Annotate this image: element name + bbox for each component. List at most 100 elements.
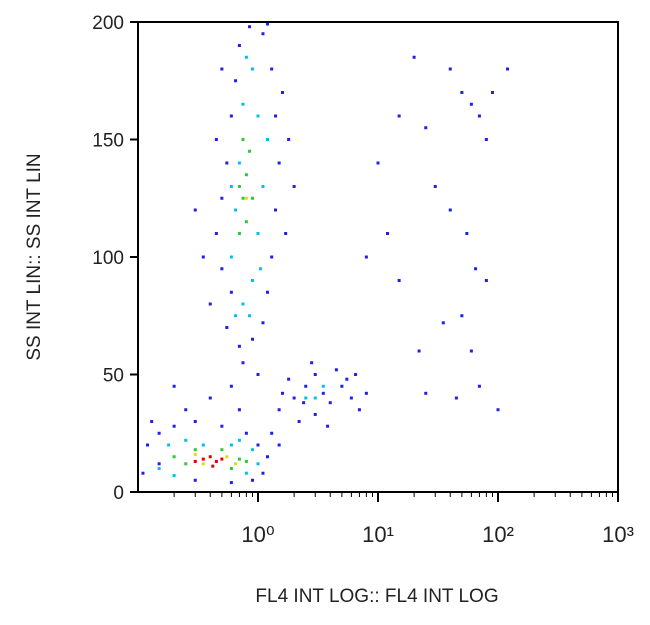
point xyxy=(193,478,197,482)
point xyxy=(454,396,458,400)
point xyxy=(287,377,291,381)
point xyxy=(251,448,255,452)
point xyxy=(237,408,241,412)
point xyxy=(412,55,416,59)
point xyxy=(251,279,255,282)
point xyxy=(214,138,218,141)
point xyxy=(251,196,255,200)
point xyxy=(172,424,176,428)
point xyxy=(417,349,421,353)
point xyxy=(270,431,274,435)
point xyxy=(184,462,188,466)
x-tick-label: 10³ xyxy=(602,522,634,547)
point xyxy=(220,424,224,428)
point xyxy=(208,455,212,459)
point xyxy=(364,391,368,395)
point xyxy=(397,279,401,282)
point xyxy=(491,91,495,94)
point xyxy=(433,185,437,188)
point xyxy=(477,384,481,388)
point xyxy=(225,455,229,459)
point xyxy=(241,196,245,200)
point xyxy=(284,232,288,235)
point xyxy=(201,443,205,447)
x-tick-label: 10¹ xyxy=(362,522,394,547)
point xyxy=(172,474,176,478)
point xyxy=(157,431,161,435)
plot-frame xyxy=(137,21,619,493)
point xyxy=(193,420,197,423)
point xyxy=(266,22,270,26)
point xyxy=(386,232,390,235)
point xyxy=(150,420,154,423)
point xyxy=(193,448,197,452)
point xyxy=(277,443,281,447)
point xyxy=(234,462,238,466)
point xyxy=(302,401,306,405)
point xyxy=(321,384,325,388)
point xyxy=(484,138,488,141)
point xyxy=(292,396,296,400)
point xyxy=(214,459,218,463)
point xyxy=(225,326,229,329)
point xyxy=(326,424,330,428)
point xyxy=(229,255,233,259)
y-tick-label: 200 xyxy=(92,13,124,34)
point xyxy=(229,481,233,485)
point xyxy=(244,459,248,463)
point xyxy=(229,290,233,294)
point xyxy=(345,377,349,381)
point xyxy=(172,384,176,388)
point xyxy=(256,373,260,376)
point xyxy=(241,102,245,106)
y-tick-label: 100 xyxy=(92,248,124,269)
point xyxy=(277,161,281,165)
point xyxy=(424,126,428,130)
point xyxy=(280,91,284,94)
point xyxy=(256,114,260,118)
point xyxy=(441,321,445,325)
y-tick-label: 50 xyxy=(103,366,124,387)
point xyxy=(277,408,281,412)
point xyxy=(214,232,218,235)
point xyxy=(397,114,401,118)
point xyxy=(167,443,171,447)
point xyxy=(220,457,224,461)
point xyxy=(234,208,238,212)
point xyxy=(304,384,308,388)
point xyxy=(241,361,245,365)
point xyxy=(287,138,291,141)
point xyxy=(244,173,248,177)
point xyxy=(141,471,145,475)
point xyxy=(261,471,265,475)
point xyxy=(244,196,248,200)
point xyxy=(274,114,278,118)
point xyxy=(237,344,241,348)
point xyxy=(229,384,233,388)
point xyxy=(424,391,428,395)
point xyxy=(157,462,161,466)
point xyxy=(251,478,255,482)
point xyxy=(313,412,317,416)
point xyxy=(211,464,215,468)
point xyxy=(364,255,368,259)
point xyxy=(201,255,205,259)
point xyxy=(274,208,278,212)
point xyxy=(354,373,358,376)
point xyxy=(460,314,464,318)
point xyxy=(241,302,245,306)
point xyxy=(292,185,296,188)
y-tick-label: 150 xyxy=(92,131,124,152)
point xyxy=(261,32,265,36)
point xyxy=(237,185,241,188)
point xyxy=(256,443,260,447)
point xyxy=(184,438,188,442)
point xyxy=(208,396,212,400)
point xyxy=(244,471,248,475)
point xyxy=(256,232,260,235)
point xyxy=(220,67,224,71)
point xyxy=(310,361,314,365)
point xyxy=(229,185,233,188)
point xyxy=(280,391,284,395)
